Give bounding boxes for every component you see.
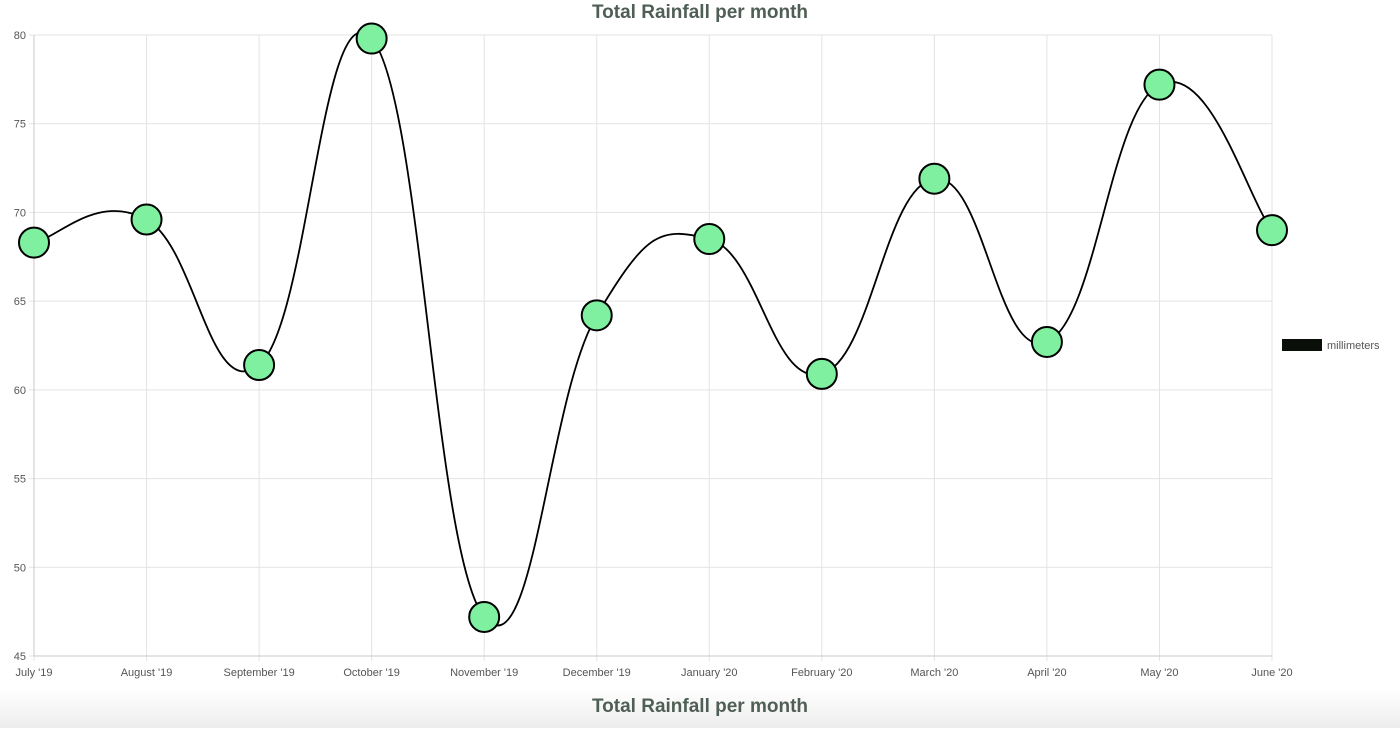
x-tick-label: July '19 [16, 667, 53, 679]
y-tick-label: 65 [14, 296, 26, 308]
x-tick-label: May '20 [1140, 667, 1178, 679]
data-point[interactable] [18, 226, 50, 259]
data-point[interactable] [693, 223, 726, 256]
legend[interactable]: millimeters [1282, 339, 1380, 352]
y-tick-label: 70 [14, 207, 26, 219]
y-tick-label: 75 [14, 119, 26, 131]
bottom-shade [0, 688, 1400, 728]
data-point[interactable] [243, 349, 276, 382]
data-point[interactable] [468, 600, 501, 633]
grid [29, 34, 1273, 661]
y-tick-label: 50 [14, 562, 26, 574]
series-line [33, 31, 1273, 627]
data-point[interactable] [355, 22, 388, 55]
data-point[interactable] [1143, 68, 1176, 101]
y-tick-label: 80 [14, 30, 26, 42]
data-point[interactable] [918, 162, 951, 195]
x-tick-label: April '20 [1027, 667, 1066, 679]
x-tick-label: January '20 [681, 667, 738, 679]
chart-bottom-title: Total Rainfall per month [591, 696, 809, 717]
chart-title: Total Rainfall per month [591, 2, 809, 23]
legend-label[interactable]: millimeters [1327, 340, 1380, 352]
data-point[interactable] [580, 299, 613, 332]
x-tick-label: March '20 [910, 667, 958, 679]
x-tick-label: February '20 [791, 667, 852, 679]
data-point[interactable] [1256, 214, 1288, 247]
x-tick-label: June '20 [1251, 667, 1292, 679]
axes: 45 50 55 60 65 70 75 80 July '19 August '19 Septem… [14, 30, 1293, 679]
data-points [18, 22, 1288, 633]
legend-swatch[interactable] [1282, 339, 1322, 351]
y-tick-label: 60 [14, 385, 26, 397]
series-lines [33, 31, 1273, 627]
data-point[interactable] [130, 203, 163, 236]
y-tick-label: 45 [14, 651, 26, 663]
y-tick-label: 55 [14, 474, 26, 486]
x-tick-label: November '19 [450, 667, 518, 679]
x-tick-label: August '19 [121, 667, 173, 679]
x-tick-label: December '19 [563, 667, 631, 679]
x-tick-label: October '19 [343, 667, 400, 679]
data-point[interactable] [1030, 325, 1063, 358]
x-tick-label: September '19 [223, 667, 294, 679]
data-point[interactable] [805, 357, 838, 390]
